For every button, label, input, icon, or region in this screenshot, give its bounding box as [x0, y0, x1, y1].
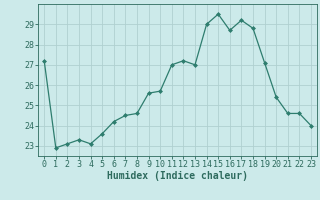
X-axis label: Humidex (Indice chaleur): Humidex (Indice chaleur)	[107, 171, 248, 181]
